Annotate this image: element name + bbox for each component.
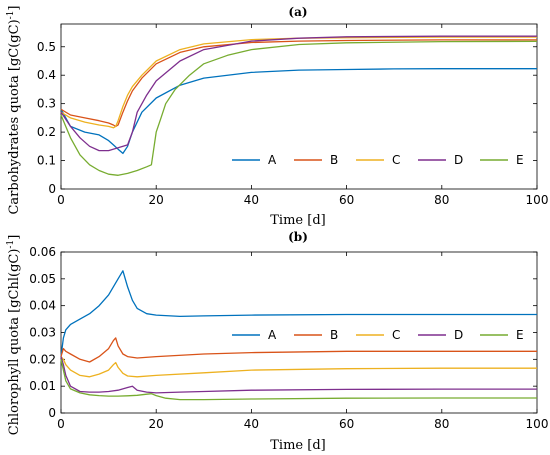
series-line-E: [60, 359, 537, 401]
x-axis-label-a: Time [d]: [270, 213, 325, 228]
y-tick-label: 0.04: [29, 299, 56, 313]
legend-label-E: E: [516, 328, 524, 342]
y-tick-label: 0.05: [29, 272, 56, 286]
x-tick-label: 80: [434, 417, 449, 431]
y-axis-label-b: Chlorophyll quota [gChl(gC)-1]: [6, 235, 22, 436]
y-tick-label: 0: [48, 406, 56, 420]
x-tick-label: 20: [149, 193, 164, 207]
y-tick-label: 0.3: [37, 97, 56, 111]
panel-label-a: (a): [288, 5, 307, 19]
x-tick-label: 0: [57, 417, 65, 431]
series-line-A: [60, 270, 537, 357]
y-tick-label: 0.5: [37, 40, 56, 54]
series-line-B: [60, 337, 537, 363]
series-line-C: [60, 356, 537, 378]
x-tick-label: 0: [57, 193, 65, 207]
y-axis-label-a-tail: ]: [7, 5, 22, 10]
legend-label-A: A: [268, 153, 277, 167]
y-axis-label-b-main: Chlorophyll quota [gChl(gC): [7, 249, 22, 436]
legend-label-C: C: [392, 153, 400, 167]
panel-b: (b) Chlorophyll quota [gChl(gC)-1] Time …: [6, 230, 548, 453]
series-line-D: [60, 35, 537, 152]
x-tick-label: 40: [244, 417, 259, 431]
series-line-B: [60, 39, 537, 128]
legend-label-D: D: [454, 153, 463, 167]
legend-label-C: C: [392, 328, 400, 342]
panel-label-b: (b): [288, 230, 308, 244]
x-tick-label: 100: [526, 193, 549, 207]
x-tick-label: 20: [149, 417, 164, 431]
y-tick-label: 0.01: [29, 379, 56, 393]
series-line-D: [60, 356, 537, 394]
y-tick-label: 0.06: [29, 245, 56, 259]
y-axis-label-a-sup: -1: [6, 11, 16, 20]
panel-a: (a) Carbohydrates quota [gC(gC)-1] Time …: [6, 5, 548, 228]
plot-area-0: [60, 23, 538, 190]
series-line-E: [60, 40, 538, 176]
x-tick-label: 100: [526, 417, 549, 431]
y-axis-label-a-main: Carbohydrates quota [gC(gC): [7, 19, 22, 214]
legend-label-B: B: [330, 328, 338, 342]
x-tick-label: 60: [339, 417, 354, 431]
y-tick-label: 0: [48, 182, 56, 196]
legend-label-A: A: [268, 328, 277, 342]
x-tick-label: 40: [244, 193, 259, 207]
y-tick-label: 0.4: [37, 68, 56, 82]
series-line-C: [60, 36, 537, 129]
y-axis-label-b-sup: -1: [6, 240, 16, 249]
y-tick-label: 0.03: [29, 326, 56, 340]
legend-label-D: D: [454, 328, 463, 342]
x-axis-label-b: Time [d]: [270, 438, 325, 453]
y-axis-label-a: Carbohydrates quota [gC(gC)-1]: [6, 5, 22, 214]
x-tick-label: 60: [339, 193, 354, 207]
series-line-A: [60, 68, 537, 155]
y-tick-label: 0.2: [37, 125, 56, 139]
legend-label-B: B: [330, 153, 338, 167]
x-tick-label: 80: [434, 193, 449, 207]
y-axis-label-b-tail: ]: [7, 235, 22, 240]
y-tick-label: 0.02: [29, 352, 56, 366]
legend-label-E: E: [516, 153, 524, 167]
y-tick-label: 0.1: [37, 154, 56, 168]
